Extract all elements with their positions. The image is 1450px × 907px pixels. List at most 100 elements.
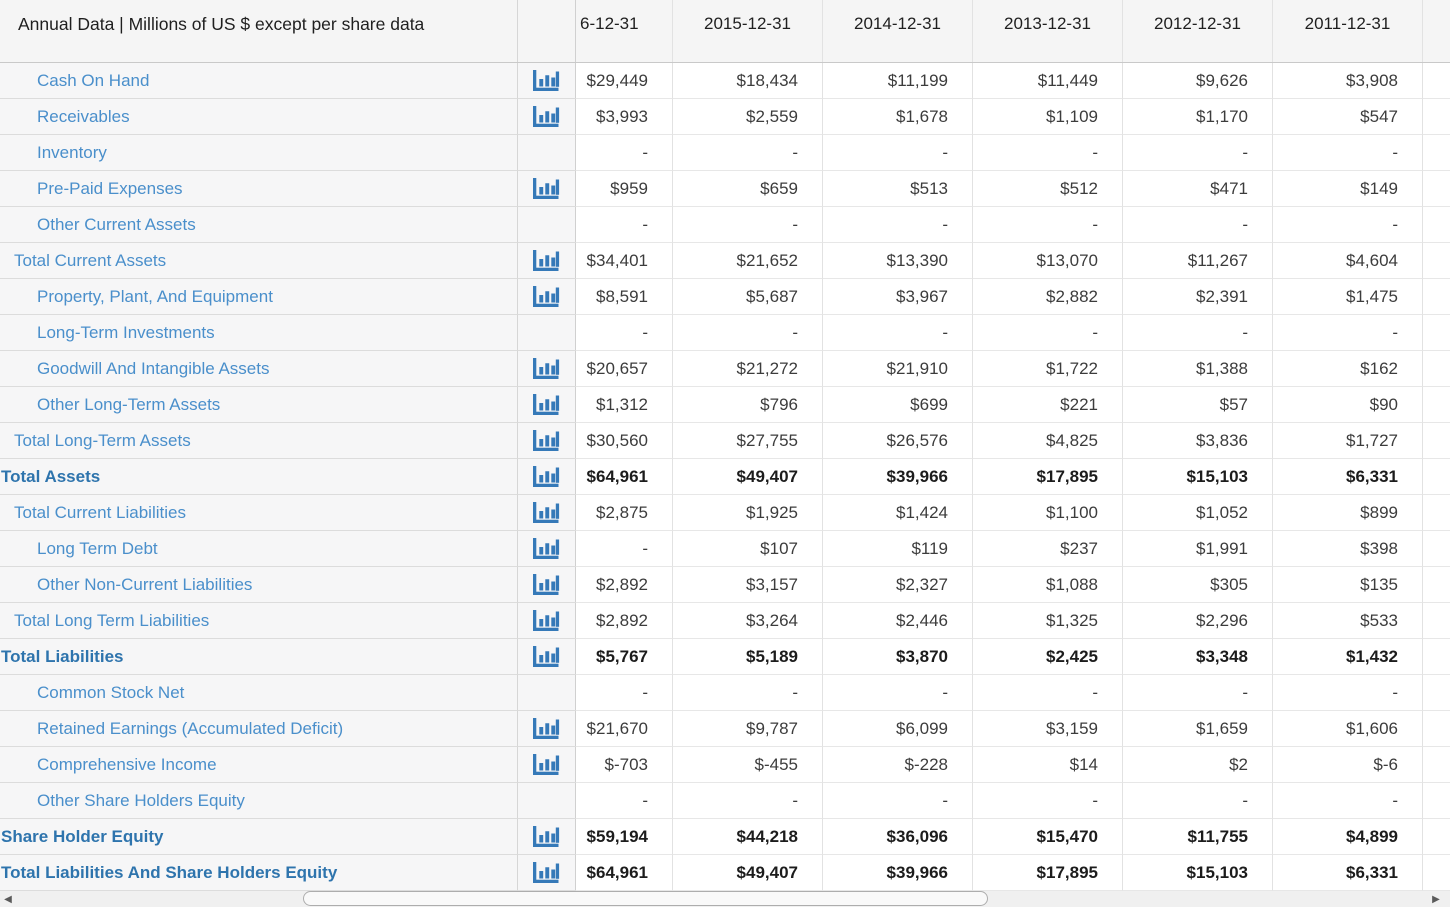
value-cell: $15,470	[972, 819, 1122, 855]
chart-icon-cell	[517, 675, 575, 711]
value-cell: $471	[1122, 171, 1272, 207]
value-cell: -	[972, 783, 1122, 819]
row-label-cell: Total Liabilities And Share Holders Equi…	[0, 855, 517, 891]
bar-chart-icon[interactable]	[533, 178, 560, 199]
row-label-cell: Long-Term Investments	[0, 315, 517, 351]
chart-icon-cell	[517, 387, 575, 423]
value-cell: -	[1122, 207, 1272, 243]
row-spacer	[1422, 99, 1450, 135]
row-label-cell: Other Long-Term Assets	[0, 387, 517, 423]
scroll-right-arrow-icon[interactable]: ▶	[1432, 893, 1440, 905]
value-cell: $6,331	[1272, 855, 1422, 891]
scroll-left-arrow-icon[interactable]: ◀	[4, 893, 12, 905]
bar-chart-icon[interactable]	[533, 754, 560, 775]
table-row: Pre-Paid Expenses $959 $659 $513 $512 $471 $14…	[0, 171, 1450, 207]
scrollbar-thumb[interactable]	[303, 891, 988, 906]
row-label-link[interactable]: Property, Plant, And Equipment	[37, 286, 273, 306]
row-label-cell: Receivables	[0, 99, 517, 135]
value-cell: $899	[1272, 495, 1422, 531]
value-cell: $26,576	[822, 423, 972, 459]
row-label-link[interactable]: Total Liabilities And Share Holders Equi…	[1, 862, 338, 882]
row-label-link[interactable]: Total Assets	[1, 466, 101, 486]
value-cell: $59,194	[575, 819, 672, 855]
row-label-link[interactable]: Cash On Hand	[37, 70, 150, 90]
value-cell: -	[1272, 207, 1422, 243]
value-cell: $13,390	[822, 243, 972, 279]
value-cell: $659	[672, 171, 822, 207]
bar-chart-icon[interactable]	[533, 538, 560, 559]
value-cell: -	[972, 315, 1122, 351]
row-label-link[interactable]: Total Current Liabilities	[14, 502, 186, 522]
value-cell: $20,657	[575, 351, 672, 387]
value-cell: $90	[1272, 387, 1422, 423]
row-label-link[interactable]: Share Holder Equity	[1, 826, 164, 846]
row-label-link[interactable]: Retained Earnings (Accumulated Deficit)	[37, 718, 344, 738]
bar-chart-icon[interactable]	[533, 574, 560, 595]
chart-icon-column-header	[517, 0, 575, 62]
bar-chart-icon[interactable]	[533, 106, 560, 127]
row-label-link[interactable]: Total Long Term Liabilities	[14, 610, 210, 630]
bar-chart-icon[interactable]	[533, 718, 560, 739]
table-row: Other Current Assets - - - - - -	[0, 207, 1450, 243]
row-label-link[interactable]: Receivables	[37, 106, 130, 126]
bar-chart-icon[interactable]	[533, 358, 560, 379]
row-label-link[interactable]: Total Long-Term Assets	[14, 430, 191, 450]
row-label-link[interactable]: Total Liabilities	[1, 646, 124, 666]
value-cell: $39,966	[822, 855, 972, 891]
table-row: Goodwill And Intangible Assets $20,657 $21…	[0, 351, 1450, 387]
chart-icon-cell	[517, 99, 575, 135]
table-row: Cash On Hand $29,449 $18,434 $11,199 $11,449…	[0, 63, 1450, 99]
chart-icon-cell	[517, 711, 575, 747]
row-label-link[interactable]: Other Long-Term Assets	[37, 394, 221, 414]
row-label-link[interactable]: Goodwill And Intangible Assets	[37, 358, 270, 378]
horizontal-scrollbar[interactable]: ◀ ▶	[0, 891, 1450, 907]
bar-chart-icon[interactable]	[533, 646, 560, 667]
row-label-link[interactable]: Other Share Holders Equity	[37, 790, 245, 810]
value-cell: -	[672, 135, 822, 171]
table-row: Total Assets $64,961 $49,407 $39,966 $17,895…	[0, 459, 1450, 495]
chart-icon-cell	[517, 459, 575, 495]
bar-chart-icon[interactable]	[533, 250, 560, 271]
row-spacer	[1422, 171, 1450, 207]
row-label-link[interactable]: Long-Term Investments	[37, 322, 215, 342]
row-label-link[interactable]: Comprehensive Income	[37, 754, 217, 774]
value-cell: $2,327	[822, 567, 972, 603]
value-cell: -	[972, 675, 1122, 711]
table-row: Other Non-Current Liabilities $2,892 $3,15…	[0, 567, 1450, 603]
bar-chart-icon[interactable]	[533, 286, 560, 307]
chart-icon-cell	[517, 171, 575, 207]
row-label-link[interactable]: Other Non-Current Liabilities	[37, 574, 253, 594]
chart-icon-cell	[517, 63, 575, 99]
value-cell: -	[1272, 315, 1422, 351]
row-label-cell: Pre-Paid Expenses	[0, 171, 517, 207]
value-cell: -	[575, 315, 672, 351]
value-cell: $2	[1122, 747, 1272, 783]
value-cell: $8,591	[575, 279, 672, 315]
bar-chart-icon[interactable]	[533, 394, 560, 415]
bar-chart-icon[interactable]	[533, 502, 560, 523]
row-label-cell: Cash On Hand	[0, 63, 517, 99]
value-cell: $2,882	[972, 279, 1122, 315]
value-cell: $135	[1272, 567, 1422, 603]
bar-chart-icon[interactable]	[533, 610, 560, 631]
bar-chart-icon[interactable]	[533, 430, 560, 451]
value-cell: $513	[822, 171, 972, 207]
value-cell: $237	[972, 531, 1122, 567]
bar-chart-icon[interactable]	[533, 826, 560, 847]
value-cell: $39,966	[822, 459, 972, 495]
row-label-link[interactable]: Other Current Assets	[37, 214, 196, 234]
row-label-link[interactable]: Total Current Assets	[14, 250, 167, 270]
row-spacer	[1422, 495, 1450, 531]
bar-chart-icon[interactable]	[533, 466, 560, 487]
bar-chart-icon[interactable]	[533, 862, 560, 883]
row-label-link[interactable]: Long Term Debt	[37, 538, 158, 558]
row-label-link[interactable]: Common Stock Net	[37, 682, 185, 702]
row-label-link[interactable]: Pre-Paid Expenses	[37, 178, 183, 198]
row-spacer	[1422, 315, 1450, 351]
table-header-row: Annual Data | Millions of US $ except pe…	[0, 0, 1450, 63]
value-cell: $6,331	[1272, 459, 1422, 495]
row-label-link[interactable]: Inventory	[37, 142, 107, 162]
value-cell: -	[575, 675, 672, 711]
bar-chart-icon[interactable]	[533, 70, 560, 91]
